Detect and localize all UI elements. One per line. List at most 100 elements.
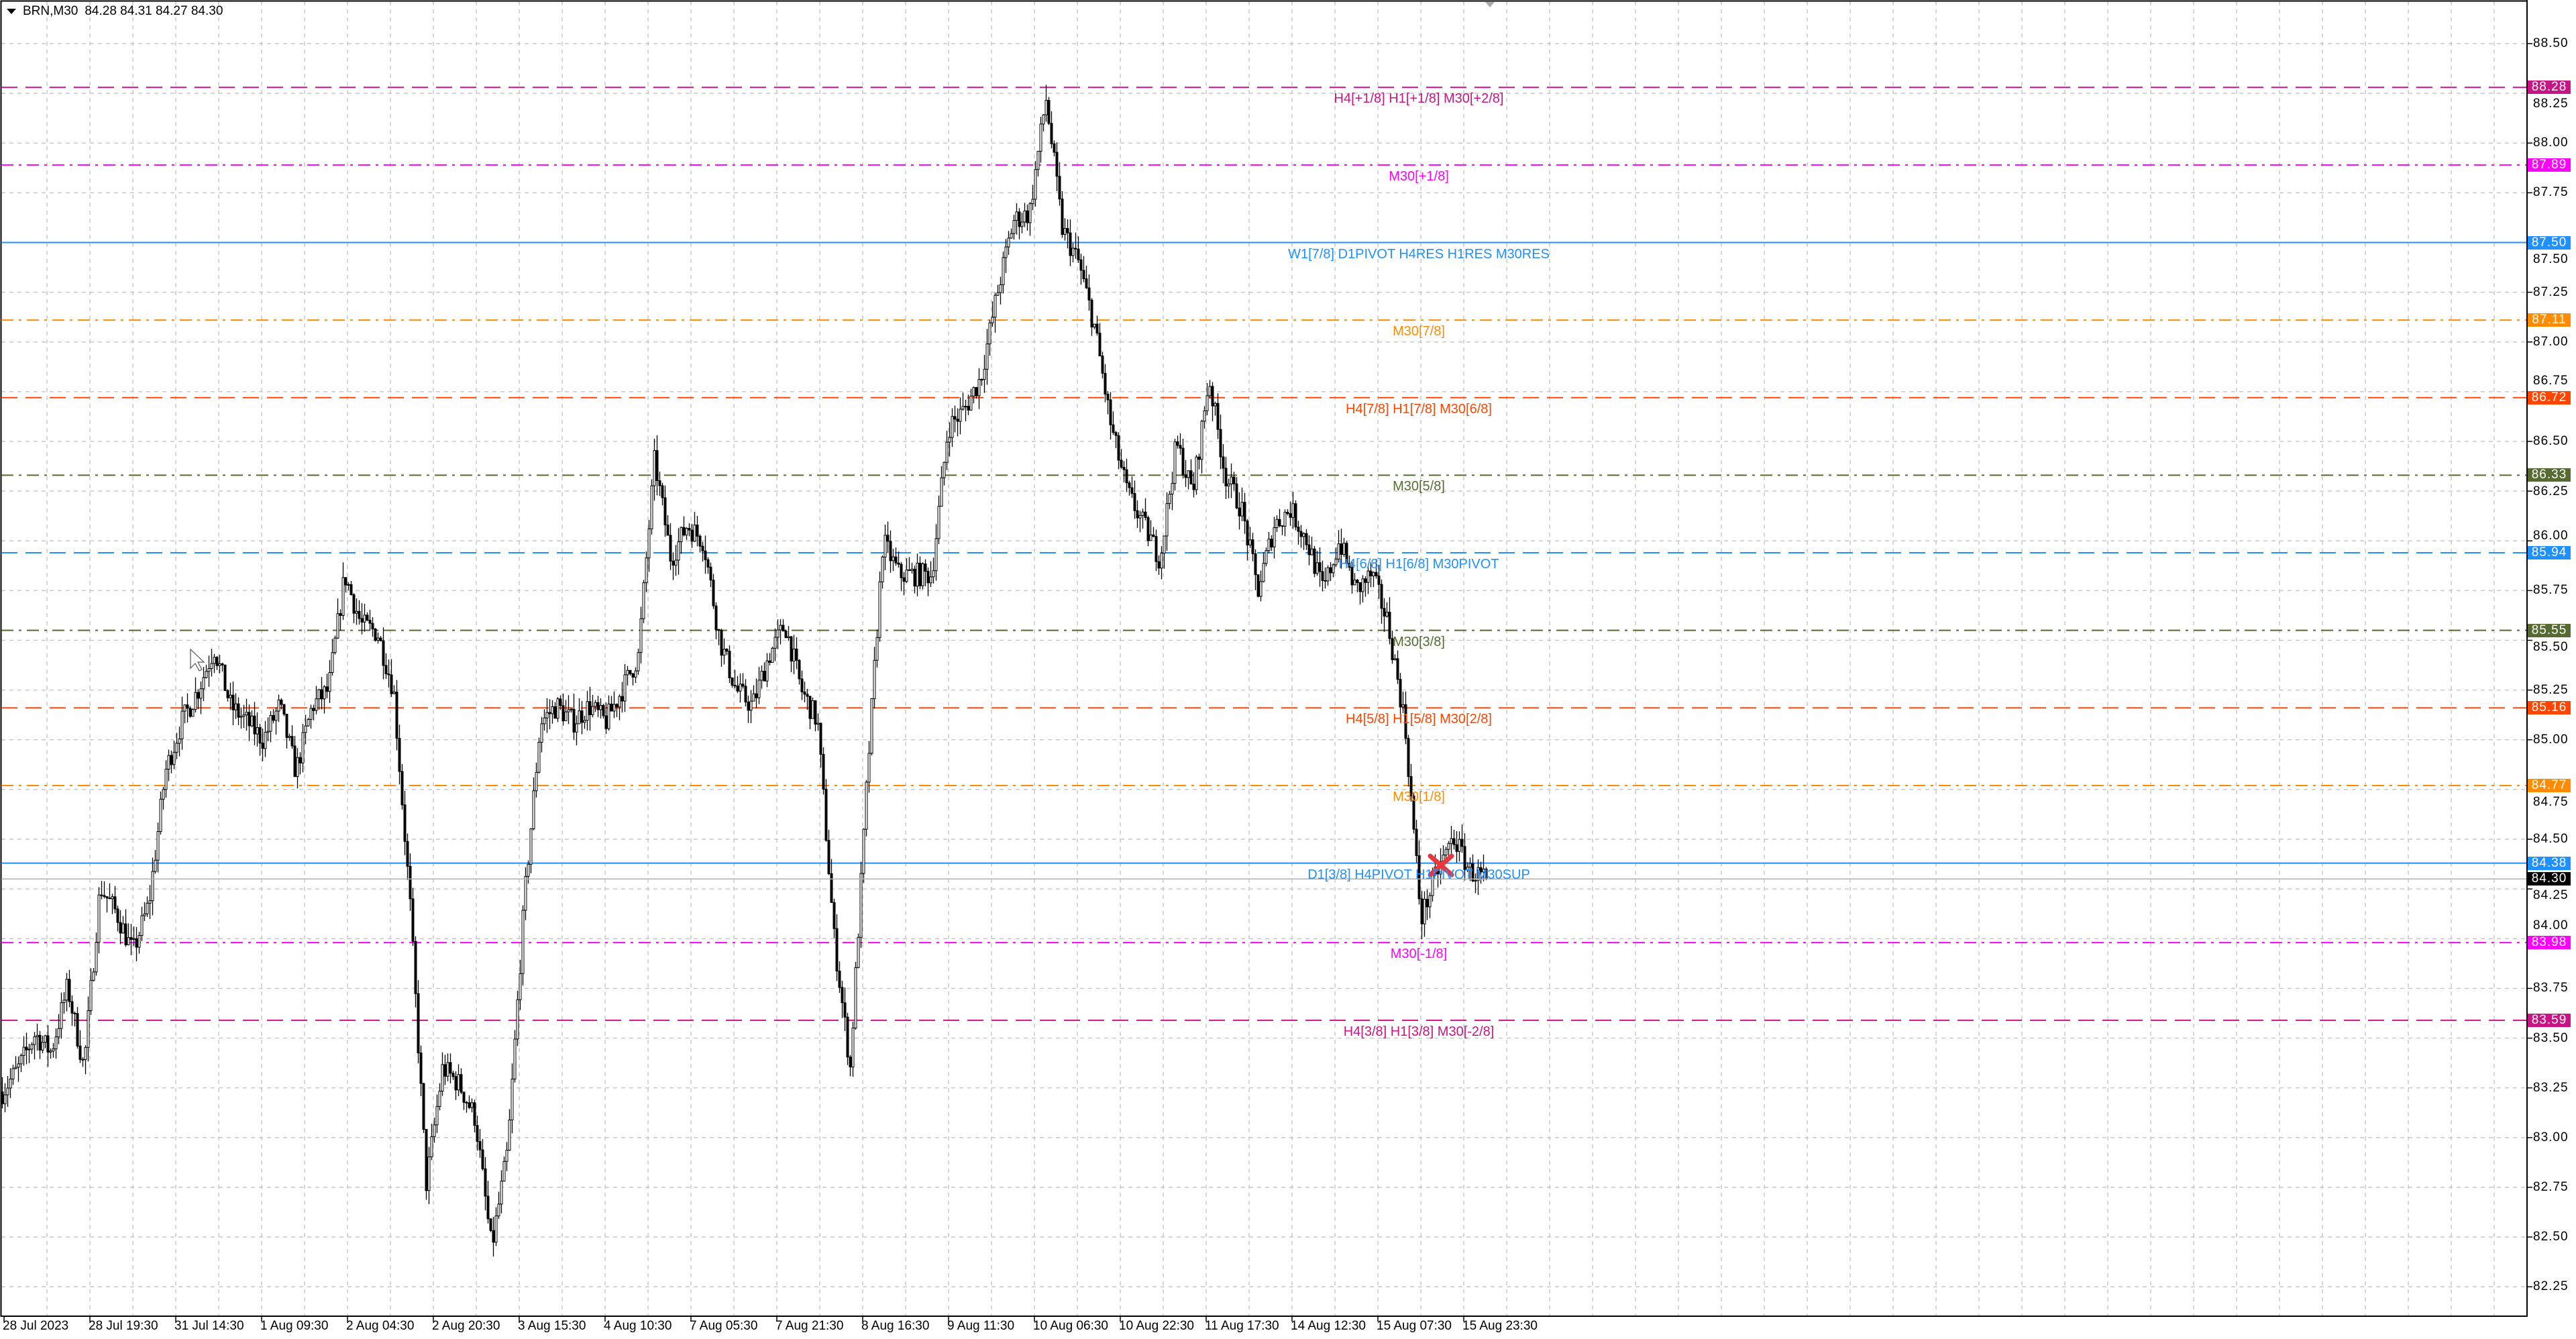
candle [226, 690, 229, 698]
candle [618, 696, 621, 708]
candle [1332, 564, 1335, 574]
candle [1163, 535, 1166, 554]
candle [44, 1035, 47, 1043]
level-price-badge: 84.77 [2528, 778, 2571, 792]
candle [151, 871, 154, 902]
candle [1205, 395, 1209, 411]
candle [1031, 199, 1034, 205]
time-axis-label: 28 Jul 19:30 [89, 1319, 158, 1333]
candle [1316, 562, 1319, 574]
candle [1358, 582, 1362, 592]
candle [787, 636, 790, 639]
candle [1289, 513, 1292, 518]
candle [669, 535, 672, 561]
candle [223, 664, 227, 692]
candle [1294, 503, 1297, 528]
candle [320, 689, 323, 700]
candle [709, 566, 712, 581]
candle [704, 550, 707, 560]
candle [1063, 227, 1067, 235]
candle [728, 651, 731, 679]
candle [1243, 502, 1246, 522]
candle [363, 614, 366, 623]
candle [720, 630, 723, 656]
candle [505, 1150, 508, 1162]
candle [583, 720, 586, 723]
candle [588, 701, 592, 715]
level-label: H4[6/8] H1[6/8] M30PIVOT [1338, 557, 1499, 572]
candle [894, 556, 898, 564]
candle [1466, 867, 1469, 870]
candle [811, 700, 814, 719]
time-axis-label: 15 Aug 23:30 [1462, 1319, 1538, 1333]
candle [626, 670, 629, 676]
candle [1248, 539, 1252, 545]
candle [347, 584, 350, 586]
candle [140, 915, 144, 936]
price-axis-label: 83.25 [2533, 1080, 2569, 1095]
candle [1149, 534, 1152, 541]
current-price-badge: 84.30 [2528, 872, 2571, 886]
candle [897, 562, 900, 565]
candle [892, 556, 895, 561]
candle [218, 663, 221, 666]
candle [516, 999, 519, 1040]
candle [988, 322, 991, 345]
candle [1262, 563, 1265, 582]
candle [658, 480, 661, 486]
candle [129, 937, 133, 940]
candle [1232, 476, 1236, 484]
candle [360, 618, 364, 623]
price-axis-label: 88.50 [2533, 36, 2569, 50]
dropdown-triangle-icon[interactable] [7, 9, 16, 14]
price-axis-label: 85.25 [2533, 682, 2569, 697]
candle [156, 831, 160, 861]
candle [1458, 839, 1461, 852]
candle [1138, 515, 1142, 519]
candle [722, 649, 726, 656]
candle [248, 712, 251, 727]
candle [290, 736, 294, 747]
candle [800, 678, 804, 692]
candle [1324, 580, 1327, 582]
candle [934, 538, 938, 572]
candle [1002, 257, 1005, 286]
candle [266, 731, 270, 733]
candle [84, 1047, 87, 1061]
candle [843, 1002, 847, 1018]
candle [755, 693, 758, 698]
candle [1036, 150, 1040, 170]
candle [739, 684, 742, 692]
candle [519, 973, 522, 1000]
candle [28, 1049, 31, 1051]
candle [1329, 567, 1332, 574]
candle [1275, 519, 1279, 529]
candle [943, 462, 946, 478]
candle [862, 828, 865, 874]
level-price-badge: 86.33 [2528, 468, 2571, 482]
candle [312, 708, 315, 711]
candle [25, 1047, 28, 1051]
candle [49, 1051, 52, 1053]
candle [1450, 838, 1453, 844]
candle [1305, 533, 1308, 545]
shift-marker-icon[interactable] [1485, 2, 1495, 7]
candle [578, 710, 581, 725]
candle [940, 477, 943, 507]
candle [221, 663, 224, 665]
candle [1353, 580, 1356, 586]
candle [1235, 483, 1238, 508]
candle [164, 769, 168, 790]
candle [773, 637, 777, 649]
candle [1356, 580, 1359, 583]
candle [575, 723, 578, 733]
candle [996, 292, 1000, 296]
candle [172, 751, 176, 765]
candle [1455, 844, 1458, 852]
candle [752, 693, 755, 702]
candle [9, 1078, 12, 1089]
candle [210, 663, 213, 669]
candle [875, 637, 879, 661]
candle [822, 753, 825, 790]
